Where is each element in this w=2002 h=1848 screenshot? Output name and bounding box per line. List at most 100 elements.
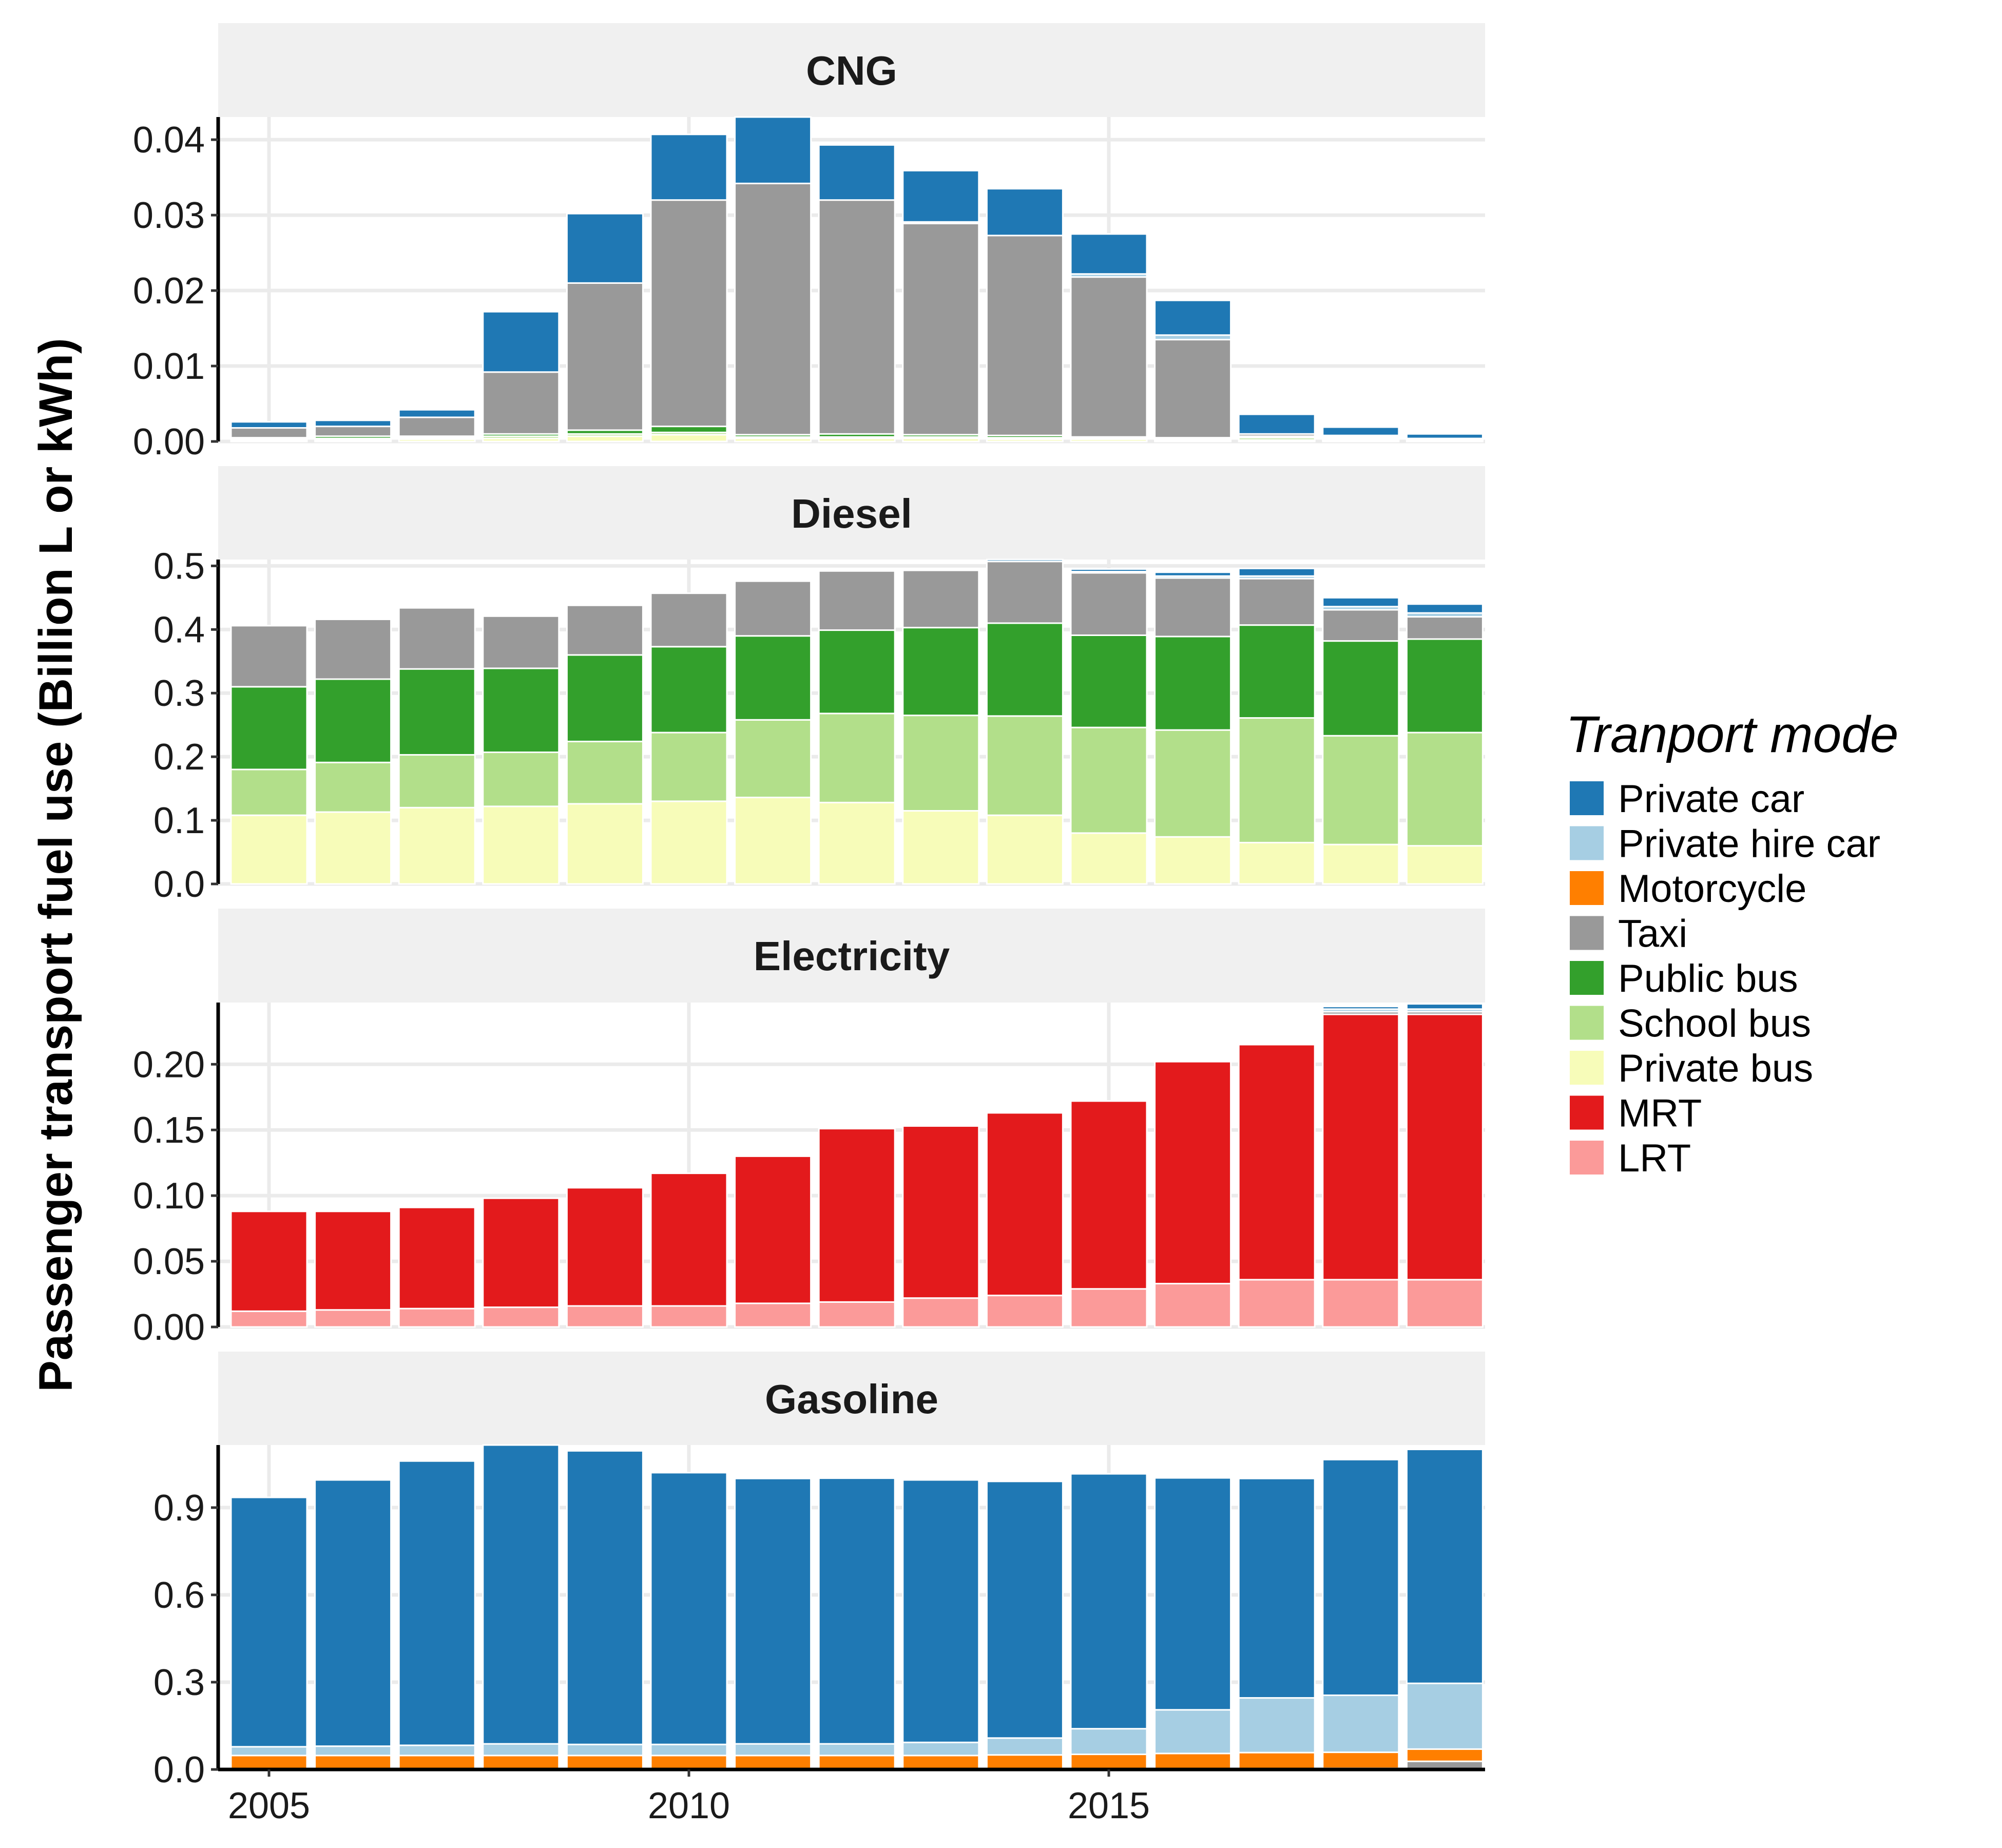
legend-item-public-bus: Public bus	[1570, 957, 1798, 1000]
bar-diesel-taxi-2005	[230, 625, 308, 688]
bar-gasoline-motorcycle-2010	[650, 1755, 728, 1770]
y-tick-label: 0.00	[133, 421, 205, 463]
bar-diesel-private-car-2014	[986, 559, 1064, 563]
shared-x-axis: 2005 2010 2015	[218, 1767, 1485, 1826]
bar-diesel-school-bus-2018	[1322, 735, 1400, 845]
bar-diesel-private-car-2019	[1406, 603, 1484, 614]
bar-diesel-public-bus-2009	[566, 654, 644, 742]
legend-key	[1570, 871, 1604, 905]
bar-diesel-private-bus-2013	[902, 810, 980, 885]
bar-gasoline-private-car-2006	[314, 1479, 392, 1747]
panel-electricity: Electricity 0.00 0.05 0.10 0.15 0.20	[133, 909, 1485, 1348]
bar-cng-private-bus-2009	[566, 435, 644, 442]
bar-electricity-mrt-2012	[818, 1128, 896, 1303]
bar-diesel-public-bus-2007	[398, 668, 476, 756]
bar-diesel-public-bus-2012	[818, 629, 896, 715]
bar-electricity-lrt-2005	[230, 1310, 308, 1328]
y-tick-label: 0.2	[153, 737, 205, 778]
bars-electricity	[230, 1003, 1484, 1328]
bar-diesel-private-car-2015	[1070, 568, 1148, 573]
bar-electricity-lrt-2018	[1322, 1279, 1400, 1328]
bar-diesel-public-bus-2005	[230, 686, 308, 771]
bar-diesel-private-bus-2012	[818, 801, 896, 885]
bar-cng-private-car-2005	[230, 421, 308, 429]
legend-item-private-hire-car: Private hire car	[1570, 822, 1880, 866]
bar-electricity-lrt-2014	[986, 1295, 1064, 1328]
bar-diesel-taxi-2016	[1154, 577, 1232, 638]
bar-diesel-taxi-2009	[566, 604, 644, 656]
y-axis-diesel: 0.0 0.1 0.2 0.3 0.4 0.5	[153, 546, 220, 905]
bar-electricity-private-car-2018	[1322, 1006, 1400, 1010]
legend-label: Private hire car	[1618, 822, 1880, 866]
bar-electricity-lrt-2017	[1238, 1279, 1316, 1328]
strip-diesel	[218, 466, 1485, 560]
bar-cng-taxi-2005	[230, 427, 308, 439]
bar-diesel-private-car-2016	[1154, 571, 1232, 577]
bar-diesel-public-bus-2015	[1070, 634, 1148, 728]
bar-electricity-lrt-2013	[902, 1297, 980, 1328]
bar-gasoline-motorcycle-2019	[1406, 1748, 1484, 1762]
bar-gasoline-motorcycle-2018	[1322, 1751, 1400, 1769]
y-tick-label: 0.10	[133, 1176, 205, 1217]
bar-gasoline-private-car-2012	[818, 1477, 896, 1745]
legend-title: Tranport mode	[1566, 706, 1898, 763]
y-axis-electricity: 0.00 0.05 0.10 0.15 0.20	[133, 1003, 220, 1348]
bar-gasoline-private-hire-car-2005	[230, 1746, 308, 1757]
bar-gasoline-private-hire-car-2018	[1322, 1694, 1400, 1754]
legend-key	[1570, 1141, 1604, 1175]
bar-diesel-public-bus-2008	[482, 667, 560, 753]
strip-electricity	[218, 909, 1485, 1003]
y-tick-label: 0.01	[133, 346, 205, 387]
y-tick-label: 0.5	[153, 546, 205, 587]
bar-gasoline-private-hire-car-2007	[398, 1744, 476, 1757]
bar-diesel-private-bus-2008	[482, 805, 560, 885]
bar-cng-private-car-2017	[1238, 413, 1316, 435]
bar-cng-taxi-2008	[482, 371, 560, 435]
y-tick-label: 0.0	[153, 864, 205, 905]
bar-gasoline-motorcycle-2017	[1238, 1751, 1316, 1770]
y-tick-label: 0.3	[153, 673, 205, 714]
bar-gasoline-private-hire-car-2014	[986, 1737, 1064, 1756]
bar-diesel-taxi-2014	[986, 561, 1064, 624]
y-tick-label: 0.4	[153, 609, 205, 650]
y-axis-cng: 0.00 0.01 0.02 0.03 0.04	[133, 117, 220, 463]
bar-gasoline-private-hire-car-2013	[902, 1741, 980, 1757]
bar-electricity-mrt-2015	[1070, 1100, 1148, 1290]
bar-gasoline-motorcycle-2006	[314, 1755, 392, 1770]
bar-cng-taxi-2014	[986, 235, 1064, 436]
bar-diesel-private-bus-2014	[986, 814, 1064, 885]
bar-cng-private-car-2014	[986, 188, 1064, 237]
legend-item-lrt: LRT	[1570, 1137, 1691, 1180]
bar-diesel-taxi-2007	[398, 607, 476, 670]
bar-diesel-taxi-2013	[902, 569, 980, 629]
bar-diesel-private-bus-2017	[1238, 841, 1316, 885]
bar-electricity-mrt-2007	[398, 1206, 476, 1310]
bar-diesel-taxi-2017	[1238, 578, 1316, 626]
bar-gasoline-motorcycle-2016	[1154, 1753, 1232, 1770]
bar-diesel-private-car-2017	[1238, 567, 1316, 577]
bar-gasoline-motorcycle-2011	[734, 1755, 812, 1770]
legend-item-motorcycle: Motorcycle	[1570, 867, 1806, 911]
strip-cng	[218, 23, 1485, 117]
bar-cng-taxi-2006	[314, 426, 392, 437]
bar-diesel-school-bus-2007	[398, 754, 476, 808]
bar-electricity-mrt-2010	[650, 1172, 728, 1307]
y-tick-label: 0.9	[153, 1488, 205, 1529]
strip-title-gasoline: Gasoline	[765, 1376, 938, 1422]
bar-cng-private-car-2019	[1406, 433, 1484, 439]
bar-electricity-private-car-2017	[1238, 1041, 1316, 1044]
strip-title-diesel: Diesel	[791, 491, 912, 536]
bar-electricity-lrt-2008	[482, 1306, 560, 1328]
bar-cng-private-car-2012	[818, 144, 896, 201]
bar-diesel-school-bus-2011	[734, 719, 812, 798]
y-tick-label: 0.03	[133, 195, 205, 236]
bar-electricity-lrt-2012	[818, 1301, 896, 1328]
legend-key	[1570, 826, 1604, 860]
bar-cng-private-car-2016	[1154, 299, 1232, 336]
y-tick-label: 0.3	[153, 1662, 205, 1703]
x-tick-label: 2005	[228, 1785, 310, 1826]
y-tick-label: 0.0	[153, 1749, 205, 1791]
bar-electricity-mrt-2016	[1154, 1061, 1232, 1285]
legend-key	[1570, 961, 1604, 995]
bar-diesel-private-bus-2019	[1406, 845, 1484, 885]
